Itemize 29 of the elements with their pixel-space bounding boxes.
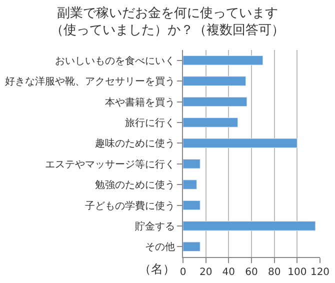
y-tick-label: エステやマッサージ等に行く xyxy=(45,158,175,170)
y-tick-label: 本や書籍を買う xyxy=(105,96,175,108)
x-tick-label: 100 xyxy=(288,267,307,278)
bar xyxy=(183,242,200,252)
y-tick-label: 旅行に行く xyxy=(125,116,175,129)
bar xyxy=(183,76,246,86)
y-tick-label: 趣味のために使う xyxy=(95,138,175,150)
y-tick-label: 子どもの学費に使う xyxy=(85,200,175,212)
x-tick-label: 80 xyxy=(268,267,281,278)
y-tick-label: その他 xyxy=(145,241,175,254)
bar xyxy=(183,138,298,148)
x-tick-label: 20 xyxy=(199,267,212,278)
x-tick-label: 60 xyxy=(245,267,258,278)
bar xyxy=(183,158,200,169)
x-axis-title: （名） xyxy=(139,262,175,276)
y-tick-label: 好きな洋服や靴、アクセサリーを買う xyxy=(5,76,175,88)
bar xyxy=(183,200,200,210)
bar xyxy=(183,180,197,190)
bar xyxy=(183,55,264,66)
x-tick-label: 40 xyxy=(222,267,236,278)
bar xyxy=(183,221,316,231)
y-tick-label: 貯金する xyxy=(135,220,175,232)
x-tick-label: 120 xyxy=(310,267,330,278)
y-tick-label: おいしいものを食べにいく xyxy=(55,54,175,67)
y-tick-label: 勉強のために使う xyxy=(95,179,175,192)
bar xyxy=(183,96,248,107)
bar xyxy=(183,118,238,128)
x-tick-label: 0 xyxy=(180,267,186,278)
chart-title: 副業で稼いだお金を何に使っています（使っていました）か？（複数回答可） xyxy=(50,6,284,38)
